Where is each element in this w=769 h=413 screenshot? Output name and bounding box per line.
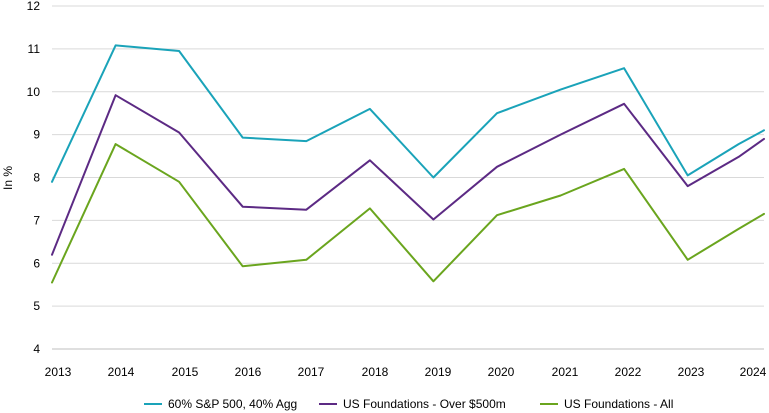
y-tick-label: 6 (33, 256, 40, 270)
series-lines (51, 44, 765, 284)
y-tick-label: 9 (33, 128, 40, 142)
legend-label: US Foundations - All (564, 397, 673, 411)
y-tick-label: 4 (33, 342, 40, 356)
y-tick-label: 7 (33, 213, 40, 227)
series-line-2 (51, 94, 765, 256)
y-tick-label: 12 (27, 0, 41, 13)
y-tick-label: 8 (33, 171, 40, 185)
x-tick-label: 2023 (678, 365, 705, 379)
x-tick-label: 2017 (298, 365, 325, 379)
grid-lines (52, 5, 764, 350)
x-tick-label: 2013 (45, 365, 72, 379)
x-tick-label: 2021 (552, 365, 579, 379)
y-tick-label: 5 (33, 299, 40, 313)
x-tick-label: 2016 (235, 365, 262, 379)
y-axis-label: In % (1, 166, 15, 190)
x-tick-label: 2019 (425, 365, 452, 379)
series-line-1 (51, 44, 765, 183)
x-tick-label: 2014 (108, 365, 135, 379)
y-tick-label: 10 (27, 85, 41, 99)
y-axis-ticks: 4 5 6 7 8 9 10 11 12 (27, 0, 41, 356)
y-tick-label: 11 (28, 42, 41, 56)
x-tick-label: 2018 (362, 365, 389, 379)
x-tick-label: 2024 (740, 365, 767, 379)
legend-label: 60% S&P 500, 40% Agg (168, 397, 297, 411)
x-axis-ticks: 2013 2014 2015 2016 2017 2018 2019 2020 2021 2022… (45, 365, 767, 379)
legend: 60% S&P 500, 40% Agg US Foundations - Ove… (144, 397, 673, 411)
x-tick-label: 2022 (615, 365, 642, 379)
x-tick-label: 2020 (488, 365, 515, 379)
series-line-3 (51, 143, 765, 284)
legend-label: US Foundations - Over $500m (343, 397, 506, 411)
x-tick-label: 2015 (172, 365, 199, 379)
